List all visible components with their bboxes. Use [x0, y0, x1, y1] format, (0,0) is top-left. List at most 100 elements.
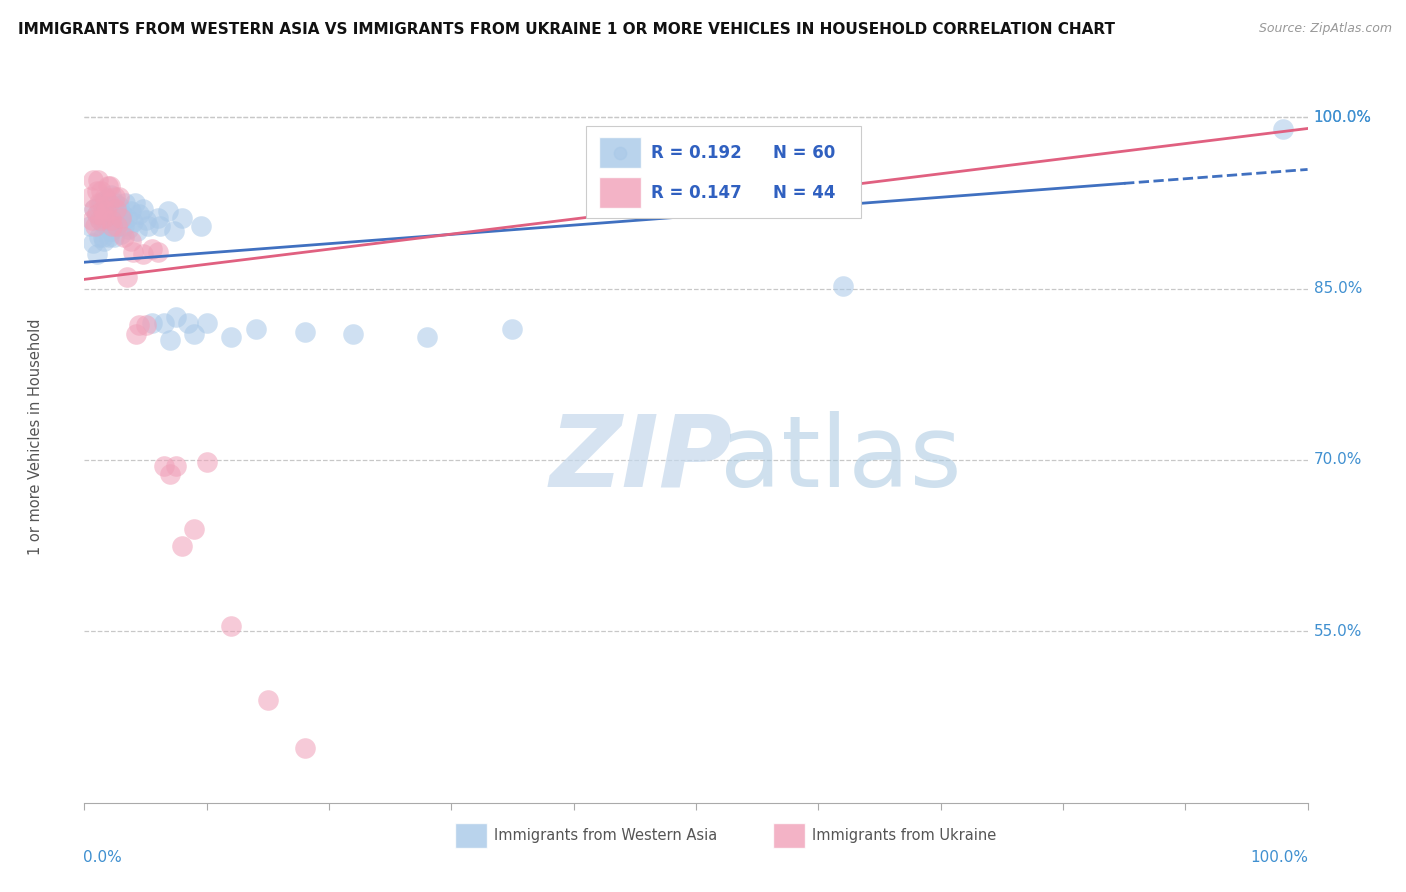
Point — [111, 207, 134, 221]
Point — [93, 211, 115, 225]
Point — [125, 224, 148, 238]
Point — [153, 458, 176, 473]
Text: N = 60: N = 60 — [773, 145, 835, 162]
Point — [91, 215, 114, 229]
Text: Immigrants from Ukraine: Immigrants from Ukraine — [813, 828, 997, 843]
Point — [104, 195, 127, 210]
FancyBboxPatch shape — [773, 823, 804, 848]
Point — [96, 203, 118, 218]
Point — [97, 230, 120, 244]
Point — [122, 244, 145, 259]
Point — [114, 195, 136, 210]
Text: ZIP: ZIP — [550, 410, 733, 508]
Text: R = 0.147: R = 0.147 — [651, 184, 741, 202]
Point — [112, 230, 135, 244]
Point — [79, 190, 101, 204]
Text: R = 0.192: R = 0.192 — [651, 145, 741, 162]
Text: Immigrants from Western Asia: Immigrants from Western Asia — [494, 828, 717, 843]
Point — [86, 207, 108, 221]
Point — [149, 219, 172, 233]
Point — [159, 333, 181, 347]
Text: 85.0%: 85.0% — [1313, 281, 1362, 296]
Point — [135, 213, 157, 227]
Point — [1272, 121, 1295, 136]
Point — [257, 693, 280, 707]
Point — [86, 247, 108, 261]
Point — [83, 202, 105, 216]
Point — [128, 207, 150, 221]
Point — [107, 190, 129, 204]
Point — [128, 318, 150, 332]
Point — [110, 227, 132, 241]
FancyBboxPatch shape — [599, 177, 641, 208]
Text: atlas: atlas — [720, 410, 962, 508]
Point — [132, 247, 155, 261]
Point — [156, 203, 179, 218]
Point — [146, 211, 169, 225]
Text: IMMIGRANTS FROM WESTERN ASIA VS IMMIGRANTS FROM UKRAINE 1 OR MORE VEHICLES IN HO: IMMIGRANTS FROM WESTERN ASIA VS IMMIGRAN… — [18, 22, 1115, 37]
Point — [124, 195, 146, 210]
Point — [93, 234, 115, 248]
Text: 100.0%: 100.0% — [1313, 110, 1372, 125]
Point — [219, 329, 242, 343]
Point — [294, 325, 316, 339]
Point — [84, 219, 107, 233]
Point — [101, 219, 124, 233]
Point — [94, 203, 117, 218]
Text: 1 or more Vehicles in Household: 1 or more Vehicles in Household — [28, 318, 44, 556]
Point — [219, 618, 242, 632]
Point — [132, 202, 155, 216]
Point — [125, 327, 148, 342]
Point — [183, 327, 205, 342]
Text: N = 44: N = 44 — [773, 184, 835, 202]
Text: 100.0%: 100.0% — [1313, 110, 1372, 125]
Point — [135, 318, 157, 332]
Point — [110, 211, 132, 225]
Text: 0.0%: 0.0% — [83, 850, 122, 865]
Point — [609, 237, 631, 252]
Point — [87, 173, 110, 187]
Point — [87, 195, 110, 210]
Point — [90, 195, 112, 210]
Point — [104, 190, 127, 204]
Point — [136, 219, 159, 233]
Text: 55.0%: 55.0% — [1313, 624, 1362, 639]
Point — [103, 230, 125, 244]
Point — [342, 327, 364, 342]
Point — [159, 467, 181, 481]
Point — [107, 199, 129, 213]
Point — [245, 321, 267, 335]
Point — [87, 230, 110, 244]
FancyBboxPatch shape — [586, 126, 860, 218]
Point — [120, 234, 142, 248]
Point — [177, 316, 200, 330]
Point — [100, 224, 122, 238]
Point — [141, 242, 163, 256]
Point — [416, 329, 439, 343]
Point — [172, 539, 194, 553]
Point — [96, 219, 118, 233]
Point — [97, 195, 120, 210]
Point — [97, 202, 120, 216]
Point — [82, 173, 104, 187]
Point — [163, 224, 186, 238]
Point — [120, 203, 142, 218]
Point — [97, 178, 120, 193]
Point — [83, 202, 105, 216]
Point — [91, 230, 114, 244]
Point — [146, 244, 169, 259]
Point — [190, 219, 212, 233]
Point — [79, 219, 101, 233]
Point — [502, 321, 524, 335]
Point — [100, 213, 122, 227]
Point — [91, 202, 114, 216]
Text: Source: ZipAtlas.com: Source: ZipAtlas.com — [1258, 22, 1392, 36]
Point — [112, 219, 135, 233]
FancyBboxPatch shape — [456, 823, 486, 848]
Point — [115, 270, 138, 285]
Text: 70.0%: 70.0% — [1313, 452, 1362, 467]
Point — [96, 193, 118, 207]
Point — [105, 219, 128, 233]
Point — [107, 215, 129, 229]
Point — [831, 279, 853, 293]
